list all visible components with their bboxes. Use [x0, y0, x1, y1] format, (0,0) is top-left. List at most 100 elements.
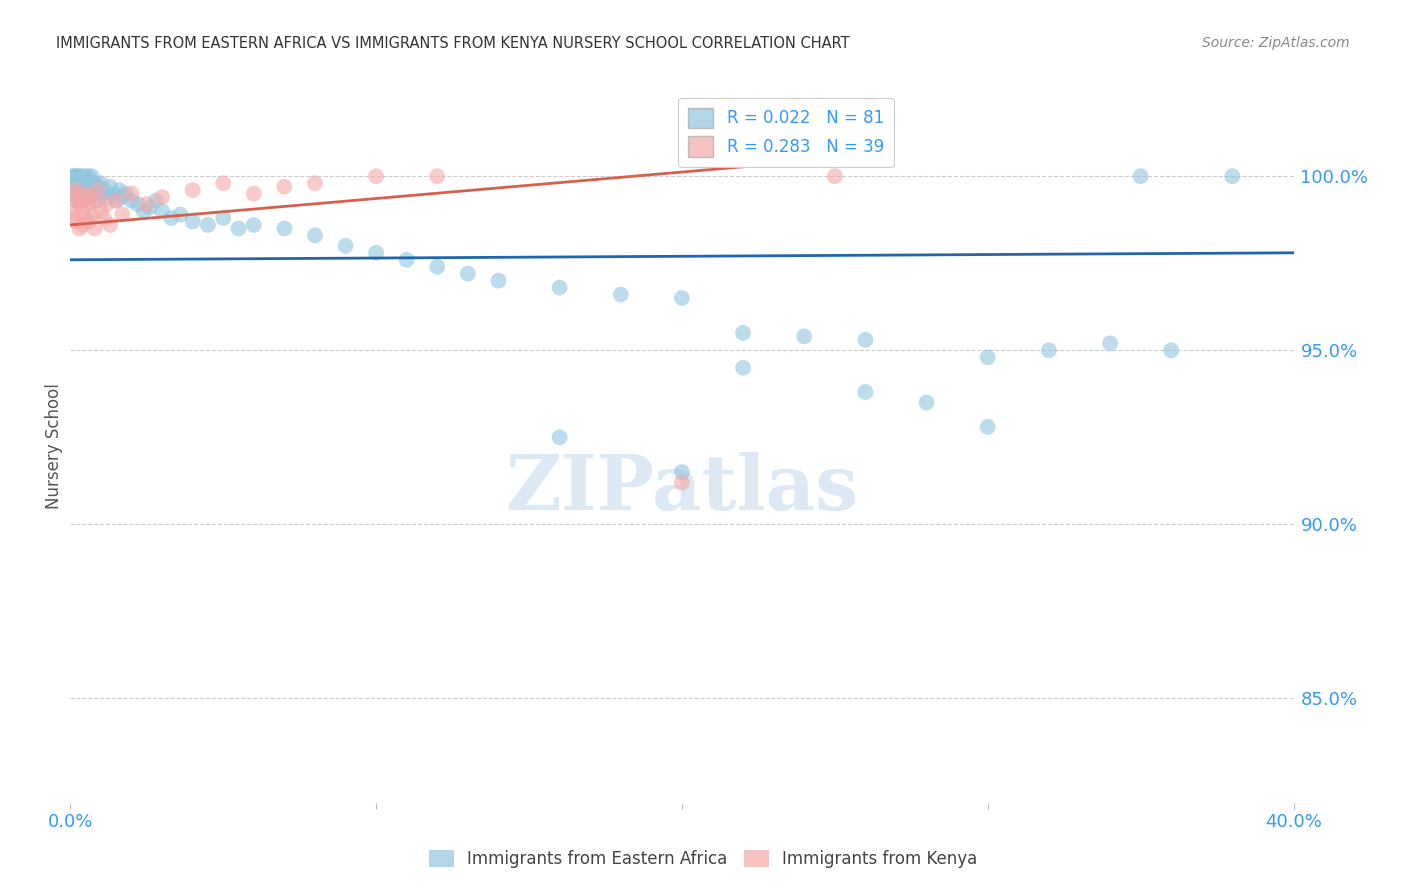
Point — [93, 211, 115, 225]
Point — [243, 218, 266, 232]
Point — [72, 194, 94, 208]
Point — [65, 186, 87, 201]
Point — [108, 183, 131, 197]
Point — [105, 194, 128, 208]
Point — [77, 179, 100, 194]
Point — [1099, 336, 1122, 351]
Point — [335, 239, 357, 253]
Point — [72, 169, 94, 184]
Point — [75, 176, 97, 190]
Point — [426, 260, 449, 274]
Point — [80, 190, 103, 204]
Point — [197, 218, 219, 232]
Point — [87, 179, 110, 194]
Point — [75, 211, 97, 225]
Point — [72, 194, 94, 208]
Y-axis label: Nursery School: Nursery School — [45, 383, 63, 509]
Point — [69, 169, 91, 184]
Point — [977, 350, 1000, 364]
Point — [69, 186, 91, 201]
Point — [1222, 169, 1244, 184]
Point — [96, 197, 118, 211]
Point — [72, 218, 94, 232]
Point — [1038, 343, 1060, 358]
Point — [150, 190, 173, 204]
Text: Source: ZipAtlas.com: Source: ZipAtlas.com — [1202, 36, 1350, 50]
Point — [671, 475, 693, 490]
Point — [855, 333, 877, 347]
Point — [90, 176, 112, 190]
Point — [80, 176, 103, 190]
Legend: R = 0.022   N = 81, R = 0.283   N = 39: R = 0.022 N = 81, R = 0.283 N = 39 — [678, 97, 894, 167]
Point — [62, 169, 84, 184]
Point — [65, 194, 87, 208]
Point — [304, 176, 326, 190]
Point — [212, 211, 235, 225]
Point — [69, 197, 91, 211]
Point — [62, 211, 84, 225]
Point — [69, 179, 91, 194]
Point — [65, 214, 87, 228]
Point — [65, 183, 87, 197]
Point — [548, 280, 571, 294]
Point — [1129, 169, 1152, 184]
Point — [1160, 343, 1182, 358]
Point — [671, 465, 693, 479]
Point — [793, 329, 815, 343]
Point — [150, 204, 173, 219]
Point — [62, 169, 84, 184]
Point — [77, 190, 100, 204]
Point — [87, 194, 110, 208]
Point — [366, 169, 388, 184]
Point — [114, 186, 136, 201]
Point — [90, 204, 112, 219]
Point — [83, 221, 105, 235]
Point — [65, 176, 87, 190]
Point — [111, 207, 134, 221]
Point — [80, 207, 103, 221]
Legend: Immigrants from Eastern Africa, Immigrants from Kenya: Immigrants from Eastern Africa, Immigran… — [422, 843, 984, 875]
Point — [62, 176, 84, 190]
Point — [72, 183, 94, 197]
Point — [69, 221, 91, 235]
Point — [105, 194, 128, 208]
Point — [273, 179, 295, 194]
Point — [135, 197, 157, 211]
Point — [127, 197, 149, 211]
Point — [977, 420, 1000, 434]
Point — [65, 169, 87, 184]
Text: IMMIGRANTS FROM EASTERN AFRICA VS IMMIGRANTS FROM KENYA NURSERY SCHOOL CORRELATI: IMMIGRANTS FROM EASTERN AFRICA VS IMMIGR… — [56, 36, 849, 51]
Point — [671, 291, 693, 305]
Point — [824, 169, 846, 184]
Point — [77, 197, 100, 211]
Point — [548, 430, 571, 444]
Point — [139, 201, 162, 215]
Point — [80, 183, 103, 197]
Point — [610, 287, 633, 301]
Point — [395, 252, 418, 267]
Point — [212, 176, 235, 190]
Point — [733, 360, 755, 375]
Point — [62, 186, 84, 201]
Point — [98, 218, 121, 232]
Point — [855, 385, 877, 400]
Point — [304, 228, 326, 243]
Point — [75, 169, 97, 184]
Point — [132, 204, 155, 219]
Point — [83, 176, 105, 190]
Point — [65, 169, 87, 184]
Point — [145, 194, 167, 208]
Point — [160, 211, 183, 225]
Point — [915, 395, 938, 409]
Point — [65, 183, 87, 197]
Point — [181, 214, 204, 228]
Point — [733, 326, 755, 340]
Point — [77, 169, 100, 184]
Point — [77, 214, 100, 228]
Point — [75, 186, 97, 201]
Point — [65, 194, 87, 208]
Point — [62, 204, 84, 219]
Point — [83, 194, 105, 208]
Point — [69, 169, 91, 184]
Point — [96, 190, 118, 204]
